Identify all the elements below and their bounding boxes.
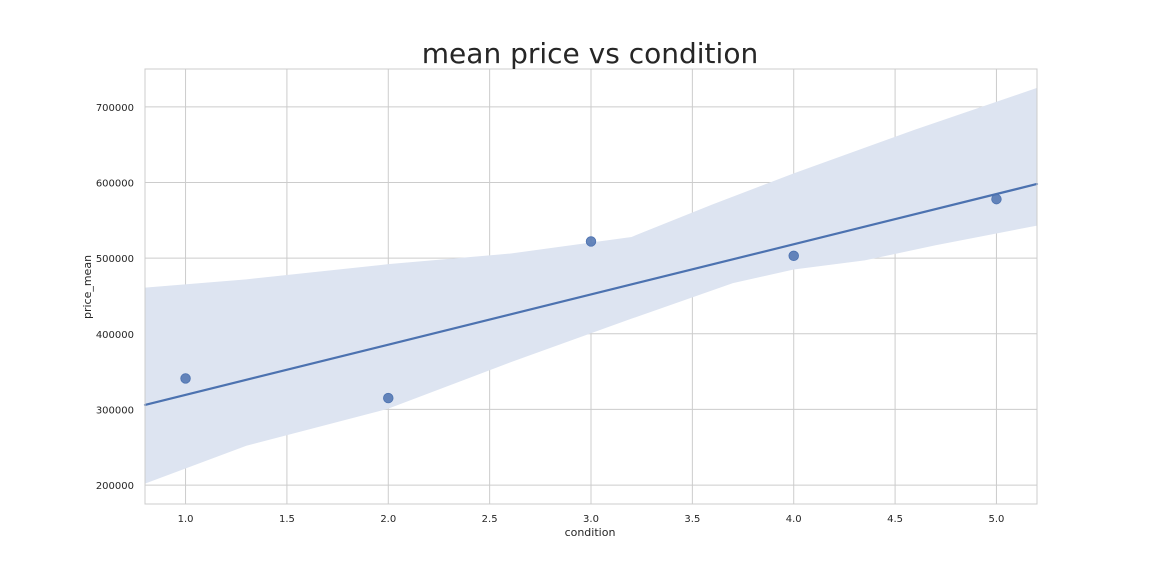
x-tick-label: 1.0 <box>178 514 194 525</box>
x-axis-label: condition <box>565 526 616 539</box>
confidence-band-layer <box>145 87 1037 484</box>
data-point <box>788 250 799 262</box>
y-tick-label: 700000 <box>96 103 134 114</box>
chart-title: mean price vs condition <box>422 37 758 70</box>
x-tick-label: 2.0 <box>380 514 396 525</box>
confidence-band <box>145 87 1037 484</box>
regression-line-layer <box>143 182 1039 406</box>
data-point <box>180 373 191 384</box>
regression-line <box>143 182 1039 406</box>
x-tick-label: 5.0 <box>989 514 1005 525</box>
y-tick-label: 300000 <box>96 405 134 416</box>
x-tick-label: 3.0 <box>583 514 599 525</box>
data-point <box>383 392 394 404</box>
plot-frame <box>144 68 1038 505</box>
data-point <box>991 193 1002 205</box>
y-tick-labels: 200000 300000 400000 500000 600000 700000 <box>96 103 134 492</box>
y-tick-label: 200000 <box>96 481 134 492</box>
data-points <box>180 193 1002 404</box>
y-tick-label: 400000 <box>96 330 134 341</box>
x-tick-label: 2.5 <box>482 514 498 525</box>
x-tick-label: 3.5 <box>684 514 700 525</box>
y-tick-label: 500000 <box>96 254 134 265</box>
y-axis-label: price_mean <box>81 255 94 319</box>
x-tick-label: 4.5 <box>887 514 903 525</box>
x-tick-label: 1.5 <box>279 514 295 525</box>
y-tick-label: 600000 <box>96 178 134 189</box>
x-tick-label: 4.0 <box>786 514 802 525</box>
x-tick-labels: 1.0 1.5 2.0 2.5 3.0 3.5 4.0 4.5 5.0 <box>178 514 1005 525</box>
data-point <box>585 236 597 247</box>
